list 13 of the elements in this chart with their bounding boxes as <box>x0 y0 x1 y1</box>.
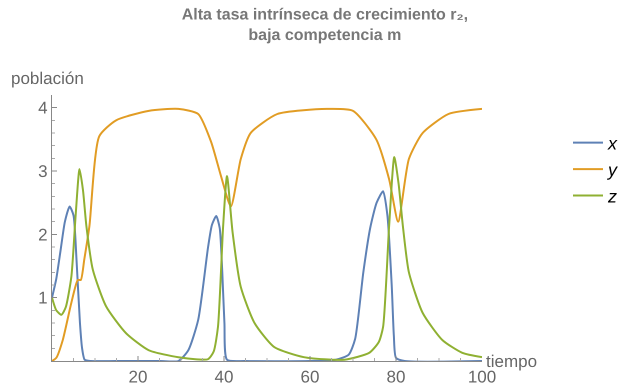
chart-title: Alta tasa intrínseca de crecimiento r₂, baja competencia m <box>182 6 468 44</box>
y-tick-label: 1 <box>38 288 48 308</box>
legend-label: y <box>606 160 618 180</box>
y-axis-title: población <box>11 69 84 88</box>
x-tick-label: 20 <box>128 367 148 386</box>
legend-label: x <box>607 134 618 154</box>
y-tick-label: 2 <box>38 225 48 244</box>
y-tick-label: 3 <box>38 162 48 181</box>
x-tick-label: 80 <box>386 367 406 386</box>
x-tick-label: 60 <box>300 367 320 386</box>
legend-label: z <box>607 186 617 206</box>
y-tick-label: 4 <box>38 98 48 118</box>
x-tick-label: 40 <box>214 367 234 386</box>
